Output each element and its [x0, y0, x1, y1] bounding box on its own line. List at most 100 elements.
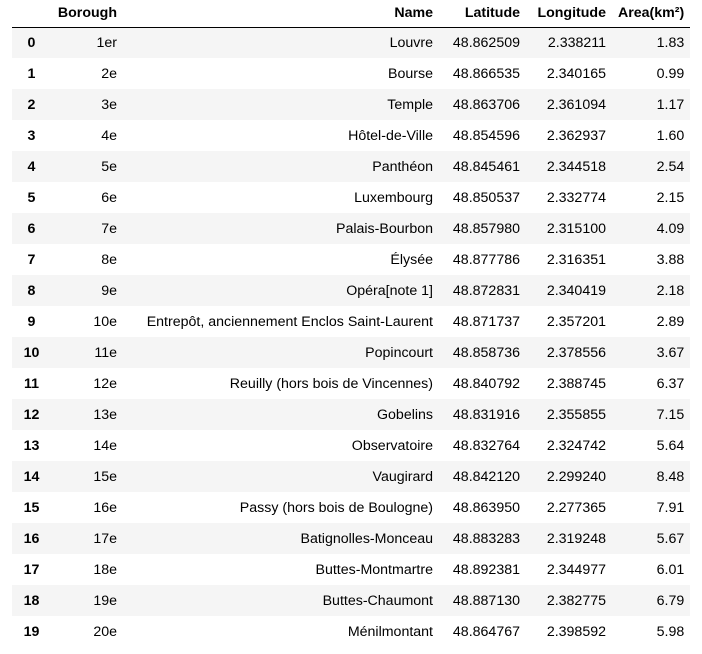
- cell-longitude: 2.324742: [546, 437, 606, 454]
- cell-latitude: 48.858736: [452, 344, 520, 361]
- cell-borough: 16e: [93, 499, 117, 516]
- header-index: [12, 0, 51, 28]
- row-index: 14: [23, 468, 40, 485]
- cell-latitude: 48.877786: [452, 251, 520, 268]
- cell-borough: 19e: [93, 592, 117, 609]
- cell-longitude: 2.398592: [546, 623, 606, 640]
- cell-borough: 8e: [101, 251, 117, 268]
- cell-latitude: 48.832764: [452, 437, 520, 454]
- cell-area: 2.18: [656, 282, 685, 299]
- table-row: 14 15e Vaugirard 48.842120 2.299240 8.48: [12, 461, 691, 492]
- cell-borough: 9e: [101, 282, 117, 299]
- header-area: Area(km²): [612, 0, 691, 28]
- row-index: 17: [23, 561, 40, 578]
- row-index: 9: [27, 313, 36, 330]
- cell-area: 4.09: [656, 220, 685, 237]
- cell-name: Hôtel-de-Ville: [348, 127, 433, 144]
- cell-borough: 12e: [93, 375, 117, 392]
- header-latitude: Latitude: [439, 0, 526, 28]
- cell-borough: 13e: [93, 406, 117, 423]
- row-index: 12: [23, 406, 40, 423]
- cell-latitude: 48.872831: [452, 282, 520, 299]
- cell-name: Opéra[note 1]: [346, 282, 433, 299]
- cell-borough: 3e: [101, 96, 117, 113]
- cell-borough: 11e: [94, 344, 117, 361]
- cell-borough: 20e: [93, 623, 117, 640]
- cell-longitude: 2.319248: [546, 530, 606, 547]
- row-index: 7: [27, 251, 36, 268]
- cell-longitude: 2.382775: [546, 592, 606, 609]
- table-row: 17 18e Buttes-Montmartre 48.892381 2.344977 6…: [12, 554, 691, 585]
- cell-name: Bourse: [388, 65, 433, 82]
- cell-name: Passy (hors bois de Boulogne): [239, 499, 433, 516]
- cell-area: 8.48: [656, 468, 685, 485]
- cell-longitude: 2.338211: [547, 34, 606, 51]
- table-row: 11 12e Reuilly (hors bois de Vincennes) 48.…: [12, 368, 691, 399]
- cell-area: 6.37: [656, 375, 685, 392]
- table-row: 9 10e Entrepôt, anciennement Enclos Saint-…: [12, 306, 691, 337]
- cell-latitude: 48.845461: [452, 158, 520, 175]
- row-index: 1: [27, 65, 36, 82]
- row-index: 6: [27, 220, 36, 237]
- row-index: 2: [27, 96, 36, 113]
- cell-area: 2.54: [656, 158, 685, 175]
- cell-longitude: 2.361094: [546, 96, 606, 113]
- table-header: Borough Name Latitude Longitude Area(km²…: [12, 0, 691, 28]
- table-row: 4 5e Panthéon 48.845461 2.344518 2.54: [12, 151, 691, 182]
- cell-longitude: 2.344518: [546, 158, 606, 175]
- cell-latitude: 48.840792: [452, 375, 520, 392]
- cell-borough: 1er: [96, 34, 117, 51]
- cell-name: Observatoire: [351, 437, 433, 454]
- table-row: 5 6e Luxembourg 48.850537 2.332774 2.15: [12, 182, 691, 213]
- cell-area: 6.01: [656, 561, 685, 578]
- cell-name: Reuilly (hors bois de Vincennes): [229, 375, 433, 392]
- cell-longitude: 2.332774: [546, 189, 606, 206]
- cell-name: Vaugirard: [372, 468, 433, 485]
- cell-longitude: 2.378556: [546, 344, 606, 361]
- table-row: 10 11e Popincourt 48.858736 2.378556 3.67: [12, 337, 691, 368]
- table-row: 0 1er Louvre 48.862509 2.338211 1.83: [12, 27, 691, 58]
- cell-longitude: 2.362937: [546, 127, 606, 144]
- row-index: 5: [27, 189, 36, 206]
- cell-latitude: 48.857980: [452, 220, 520, 237]
- table-body: 0 1er Louvre 48.862509 2.338211 1.83 1 2e Bourse…: [12, 27, 691, 647]
- row-index: 4: [27, 158, 36, 175]
- cell-area: 5.64: [656, 437, 685, 454]
- header-row: Borough Name Latitude Longitude Area(km²…: [12, 0, 691, 28]
- cell-name: Temple: [387, 96, 433, 113]
- cell-latitude: 48.850537: [452, 189, 520, 206]
- table-row: 19 20e Ménilmontant 48.864767 2.398592 5.98: [12, 616, 691, 647]
- cell-borough: 6e: [101, 189, 117, 206]
- table-row: 12 13e Gobelins 48.831916 2.355855 7.15: [12, 399, 691, 430]
- cell-longitude: 2.277365: [546, 499, 606, 516]
- cell-latitude: 48.854596: [452, 127, 520, 144]
- cell-name: Luxembourg: [354, 189, 433, 206]
- cell-latitude: 48.862509: [452, 34, 520, 51]
- row-index: 18: [23, 592, 40, 609]
- cell-latitude: 48.831916: [452, 406, 520, 423]
- table-row: 3 4e Hôtel-de-Ville 48.854596 2.362937 1.60: [12, 120, 691, 151]
- cell-area: 7.91: [656, 499, 685, 516]
- cell-latitude: 48.863950: [452, 499, 520, 516]
- cell-area: 3.67: [656, 344, 685, 361]
- cell-area: 5.67: [656, 530, 685, 547]
- cell-name: Élysée: [390, 251, 433, 268]
- cell-longitude: 2.344977: [546, 561, 606, 578]
- cell-longitude: 2.340165: [546, 65, 606, 82]
- row-index: 16: [23, 530, 40, 547]
- table-row: 13 14e Observatoire 48.832764 2.324742 5.64: [12, 430, 691, 461]
- cell-borough: 14e: [93, 437, 117, 454]
- cell-latitude: 48.892381: [452, 561, 520, 578]
- cell-longitude: 2.316351: [546, 251, 606, 268]
- header-borough: Borough: [51, 0, 123, 28]
- cell-longitude: 2.357201: [546, 313, 606, 330]
- table-row: 15 16e Passy (hors bois de Boulogne) 48.863…: [12, 492, 691, 523]
- cell-area: 1.17: [656, 96, 685, 113]
- cell-borough: 7e: [101, 220, 117, 237]
- cell-longitude: 2.355855: [546, 406, 606, 423]
- row-index: 3: [27, 127, 36, 144]
- table-row: 18 19e Buttes-Chaumont 48.887130 2.382775 6.7…: [12, 585, 691, 616]
- cell-area: 6.79: [656, 592, 685, 609]
- table-row: 8 9e Opéra[note 1] 48.872831 2.340419 2.18: [12, 275, 691, 306]
- row-index: 15: [23, 499, 40, 516]
